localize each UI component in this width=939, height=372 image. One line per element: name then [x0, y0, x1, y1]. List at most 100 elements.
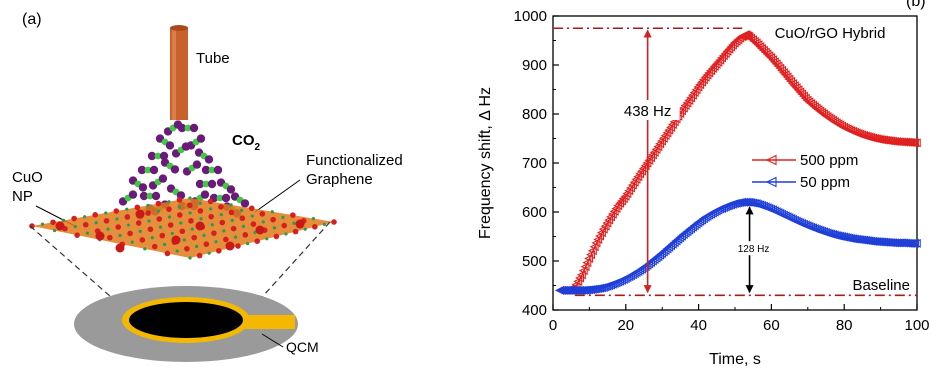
data-point [587, 246, 597, 256]
co2-molecule-icon [147, 151, 169, 161]
data-point [911, 138, 921, 148]
co2-molecule-icon [160, 158, 180, 174]
data-point [595, 231, 605, 241]
co2-molecule-icon [177, 123, 199, 133]
data-point [747, 35, 757, 45]
data-point [591, 238, 601, 248]
co2-molecule-icon [128, 176, 148, 192]
small-arrow-label-backdrop [729, 241, 770, 256]
x-tick-label: 40 [690, 317, 707, 334]
co2-label: CO2 [232, 132, 261, 153]
y-tick-label: 900 [522, 57, 547, 74]
data-point [660, 245, 670, 255]
data-point [751, 38, 761, 48]
legend: 500 ppm 50 ppm [752, 152, 858, 191]
chart-title: CuO/rGO Hybrid [775, 25, 886, 42]
panel-b: (b) 0 20 40 60 80 100 400 500 600 700 800 900 1000 C… [477, 0, 930, 368]
data-point [658, 247, 668, 257]
data-point [808, 100, 818, 110]
legend-item: 50 ppm [752, 174, 850, 191]
panel-a-label: (a) [22, 11, 42, 28]
series-layer [555, 30, 921, 295]
y-tick-label: 600 [522, 204, 547, 221]
legend-label: 500 ppm [800, 152, 858, 169]
legend-label: 50 ppm [800, 174, 850, 191]
data-point [593, 234, 603, 244]
y-tick-label: 1000 [514, 8, 547, 25]
cuo-np-icon [135, 209, 145, 219]
series-50-ppm [555, 197, 921, 295]
co2-molecule-icon [201, 165, 223, 175]
small-arrow-label: 128 Hz [738, 244, 770, 255]
co2-molecule-icon [171, 142, 191, 158]
data-point [758, 45, 768, 55]
cuo-np-icon [171, 235, 181, 245]
data-point [671, 236, 681, 246]
qcm-pointer [261, 333, 284, 348]
data-point [744, 32, 754, 42]
cuo-np-icon [255, 225, 265, 235]
co2-molecule-icon [195, 179, 217, 189]
co2-molecule-icon [139, 191, 161, 201]
tube-icon [170, 25, 188, 120]
data-point [656, 249, 666, 259]
data-point [906, 238, 916, 248]
data-point [755, 42, 765, 52]
data-point [749, 36, 759, 46]
data-point [580, 262, 590, 272]
legend-item: 500 ppm [752, 152, 858, 169]
co2-molecule-icon [216, 178, 236, 194]
cuo-np-icon [55, 221, 65, 231]
annotation-arrows [615, 29, 770, 294]
x-axis-label: Time, s [709, 351, 761, 368]
data-point [746, 33, 756, 43]
data-point [757, 43, 767, 53]
projection-line-left [29, 225, 136, 319]
co2-molecule-icon [166, 184, 186, 200]
data-point [806, 98, 816, 108]
x-tick-label: 60 [763, 317, 780, 334]
co2-molecule-icon [155, 134, 175, 150]
co2-molecule-icon [118, 190, 138, 206]
y-tick-label: 800 [522, 106, 547, 123]
y-tick-label: 500 [522, 253, 547, 270]
data-point [575, 273, 585, 283]
data-point [676, 231, 686, 241]
data-point [582, 258, 592, 268]
cuo-np-icon [95, 231, 105, 241]
co2-molecule-icon [182, 160, 202, 176]
cuo-np-icon [195, 221, 205, 231]
data-point [585, 250, 595, 260]
data-point [667, 239, 677, 249]
x-tick-label: 80 [836, 317, 853, 334]
x-tick-label: 20 [617, 317, 634, 334]
panel-a: (a) Tube CO2 CuO NP Functionalized Graph… [12, 11, 403, 362]
reference-lines [553, 27, 917, 297]
x-tick-label: 100 [904, 317, 929, 334]
cuo-label-line2: NP [12, 188, 33, 205]
big-arrow-label: 438 Hz [624, 103, 672, 120]
graphene-pointer [254, 179, 301, 213]
data-point [664, 242, 674, 252]
data-point [662, 244, 672, 254]
co2-molecule-icon [230, 192, 250, 208]
data-point [584, 254, 594, 264]
data-point [666, 241, 676, 251]
y-tick-label: 400 [522, 302, 547, 319]
data-point [765, 154, 777, 166]
data-point [733, 35, 743, 45]
data-point [802, 95, 812, 105]
graphene-sheet-icon [29, 196, 337, 260]
cuo-label-line1: CuO [12, 169, 43, 186]
co2-molecule-icon [137, 165, 159, 175]
qcm-label: QCM [286, 339, 319, 355]
data-point [908, 238, 918, 248]
data-point [760, 47, 770, 57]
cuo-np-icon [295, 219, 305, 229]
y-tick-label: 700 [522, 155, 547, 172]
data-point [804, 97, 814, 107]
cuo-np-icon [225, 241, 235, 251]
data-point [909, 238, 919, 248]
data-point [731, 36, 741, 46]
